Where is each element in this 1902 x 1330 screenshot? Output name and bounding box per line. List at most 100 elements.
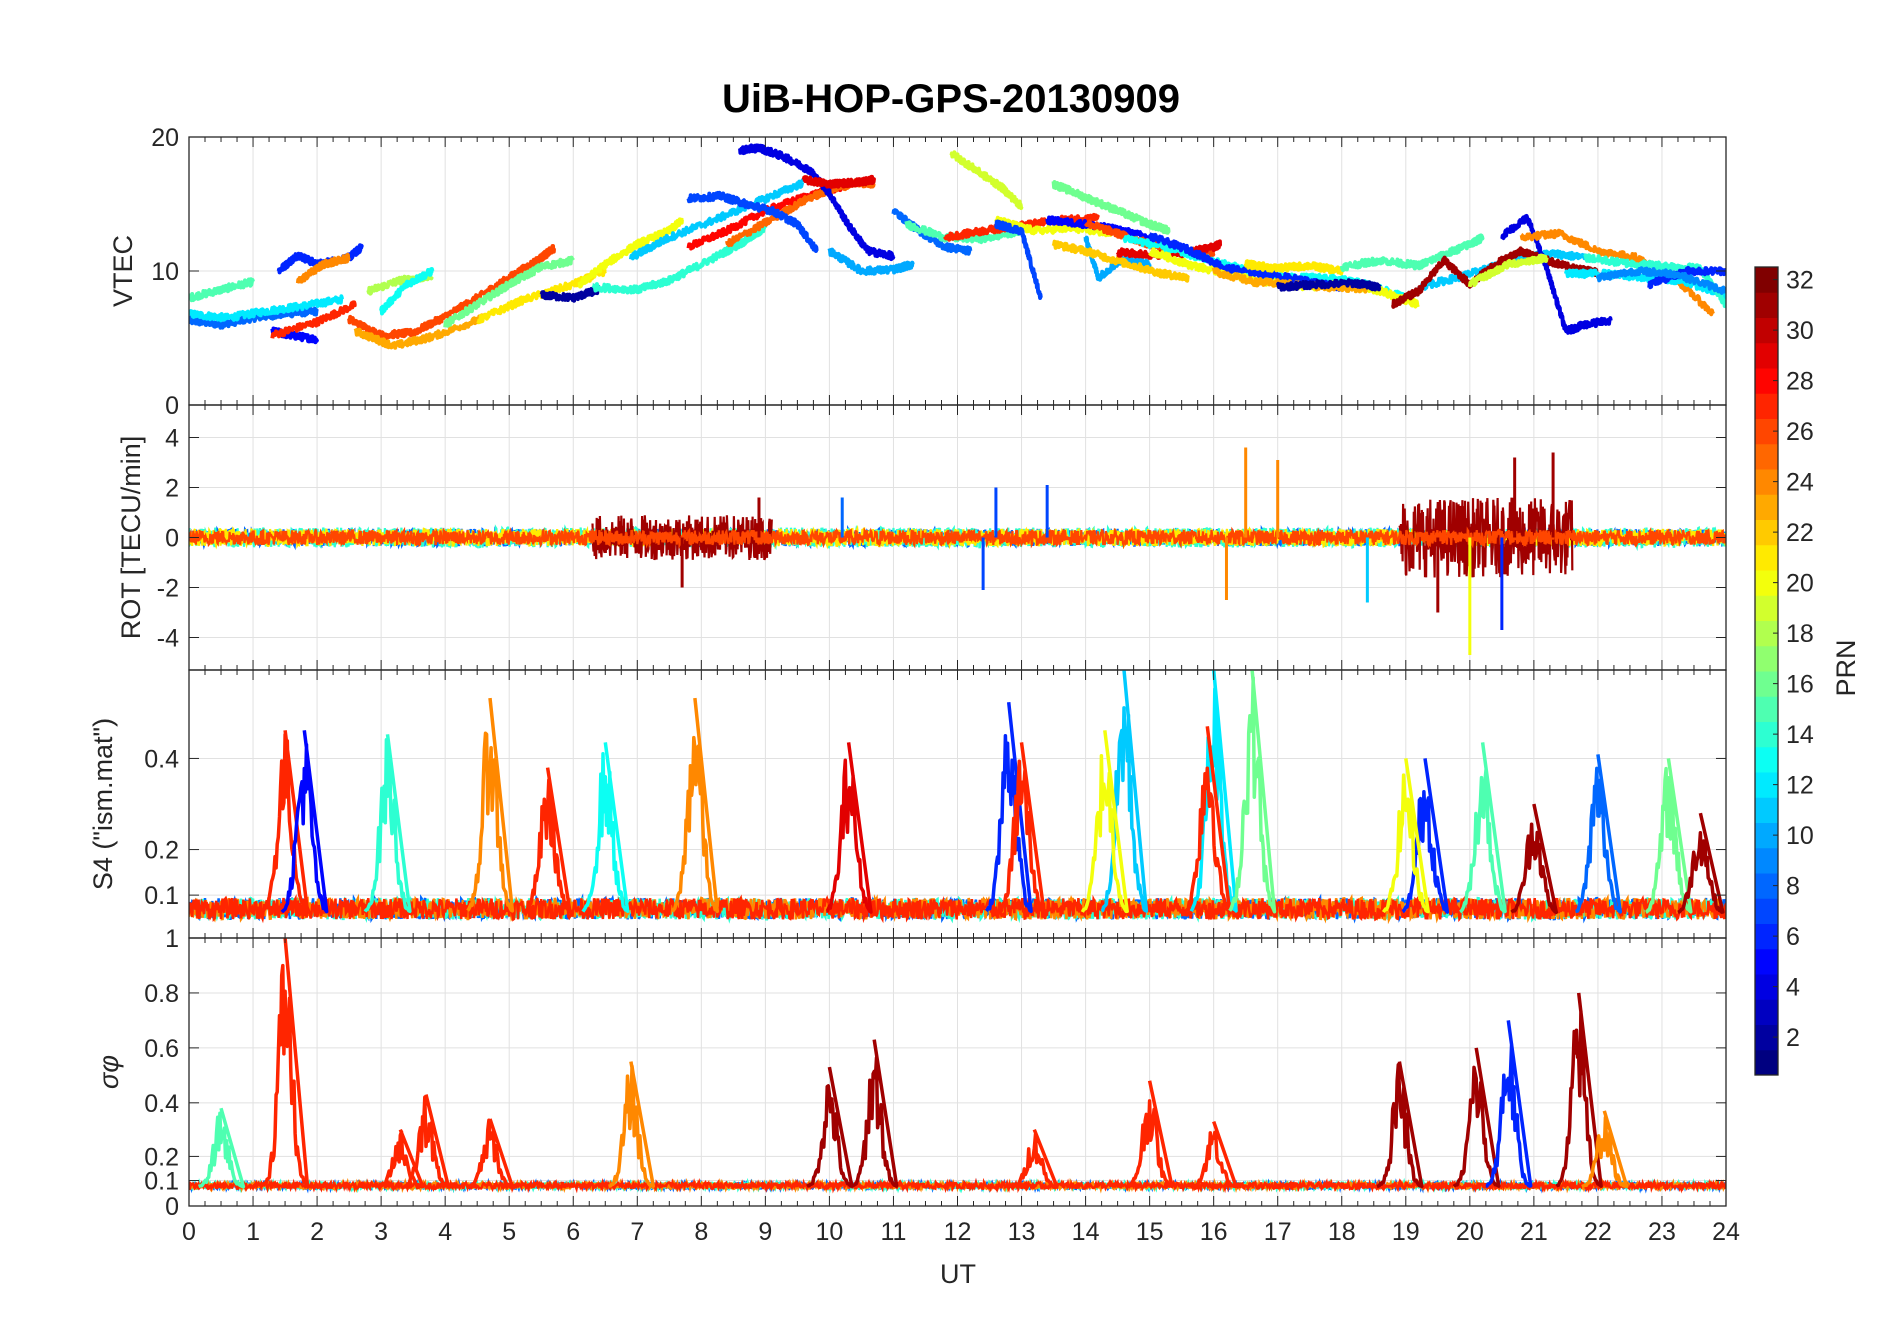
y-tick-label: 2 <box>165 475 179 503</box>
series-burst <box>1401 758 1450 914</box>
series-burst <box>1510 803 1559 915</box>
series-burst <box>1100 670 1149 913</box>
series-burst <box>607 1061 656 1188</box>
series-burst <box>825 742 873 914</box>
x-axis-label: UT <box>940 1259 976 1289</box>
y-tick-label: -4 <box>157 625 179 653</box>
colorbar-segment <box>1755 847 1778 874</box>
series-burst <box>1011 1128 1059 1189</box>
colorbar-segment <box>1755 1049 1778 1076</box>
series-line <box>1339 233 1485 273</box>
colorbar-tick-label: 28 <box>1786 368 1814 396</box>
x-tick-label: 2 <box>310 1218 324 1246</box>
y-tick-label: 0.6 <box>144 1035 179 1063</box>
series-burst <box>363 734 412 914</box>
x-tick-label: 9 <box>758 1218 772 1246</box>
y-tick-label: 0.8 <box>144 980 179 1008</box>
x-tick-label: 8 <box>694 1218 708 1246</box>
series-burst <box>524 767 572 914</box>
colorbar-segment <box>1755 671 1778 697</box>
colorbar-segment <box>1755 948 1778 975</box>
colorbar-segment <box>1755 822 1778 849</box>
colorbar-segment <box>1755 696 1778 722</box>
y-tick-label: 0 <box>165 392 179 420</box>
colorbar-segment <box>1755 544 1778 571</box>
colorbar-segment <box>1755 317 1778 344</box>
colorbar-segment <box>1755 393 1778 419</box>
y-axis-label: S4 ("ism.mat") <box>88 718 118 890</box>
x-tick-label: 18 <box>1328 1218 1356 1246</box>
data-lines <box>189 938 1726 1194</box>
y-tick-label: 1 <box>165 925 179 953</box>
series-line <box>577 217 684 289</box>
series-line <box>270 326 320 345</box>
x-axis: 0 1 2 3 4 5 6 7 8 9 10 11 12 13 14 15 16 17 18 19 20 21 22 23 24 <box>182 1218 1740 1246</box>
colorbar-segment <box>1755 772 1778 798</box>
series-line <box>189 294 345 323</box>
series-burst <box>1574 754 1623 914</box>
y-tick-label: 0 <box>165 1193 179 1221</box>
x-tick-label: 12 <box>944 1218 972 1246</box>
y-tick-label: 4 <box>165 425 179 453</box>
series-burst <box>984 702 1033 914</box>
colorbar-segment <box>1755 570 1778 596</box>
series-line <box>1275 278 1382 292</box>
series-burst <box>1126 1080 1174 1189</box>
series-burst <box>1189 670 1238 913</box>
y-tick-label: 0 <box>165 525 179 553</box>
series-burst <box>581 742 630 914</box>
series-burst <box>1555 992 1603 1188</box>
series-line <box>591 223 768 295</box>
colorbar-segment <box>1755 873 1778 899</box>
series-line <box>189 277 255 303</box>
series-burst <box>466 697 515 913</box>
series-burst <box>261 730 310 913</box>
y-axis-label: σφ <box>94 1055 124 1089</box>
series-line <box>1391 246 1600 309</box>
colorbar-segment <box>1755 999 1778 1025</box>
series-burst <box>261 938 310 1188</box>
series-burst <box>402 1094 451 1189</box>
colorbar-tick-label: 18 <box>1786 620 1814 648</box>
series-burst <box>850 1039 899 1188</box>
series-line <box>1500 213 1613 335</box>
series-line <box>189 893 1726 924</box>
y-tick-label: 0.2 <box>144 1143 179 1171</box>
colorbar-tick-label: 26 <box>1786 418 1814 446</box>
colorbar-tick-label: 30 <box>1786 317 1814 345</box>
series-line <box>1051 239 1190 283</box>
colorbar-segment <box>1755 746 1778 773</box>
x-tick-label: 15 <box>1136 1218 1164 1246</box>
colorbar-segment <box>1755 721 1778 748</box>
series-line <box>801 174 877 189</box>
x-tick-label: 17 <box>1264 1218 1292 1246</box>
colorbar-segment <box>1755 595 1778 621</box>
y-tick-label: 0.1 <box>144 1168 179 1196</box>
colorbar-segment <box>1755 368 1778 394</box>
colorbar-segment <box>1755 923 1778 950</box>
series-line <box>276 243 364 275</box>
y-tick-label: -2 <box>157 575 179 603</box>
colorbar-segment <box>1755 1024 1778 1051</box>
series-burst <box>1459 742 1507 914</box>
series-line <box>347 244 556 341</box>
series-line <box>379 267 435 316</box>
x-tick-label: 20 <box>1456 1218 1484 1246</box>
y-tick-label: 0.1 <box>144 882 179 910</box>
x-tick-label: 10 <box>816 1218 844 1246</box>
series-line <box>1467 253 1549 288</box>
colorbar-tick-label: 2 <box>1786 1024 1800 1052</box>
series-line <box>1051 180 1171 235</box>
chart-title: UiB-HOP-GPS-20130909 <box>722 77 1180 121</box>
colorbar-segment <box>1755 620 1778 647</box>
data-lines <box>189 670 1726 925</box>
data-lines <box>189 143 1726 350</box>
colorbar-tick-label: 6 <box>1786 923 1800 951</box>
colorbar-tick-label: 14 <box>1786 721 1814 749</box>
series-line <box>295 252 351 284</box>
series-line <box>827 247 915 276</box>
x-tick-label: 4 <box>438 1218 452 1246</box>
